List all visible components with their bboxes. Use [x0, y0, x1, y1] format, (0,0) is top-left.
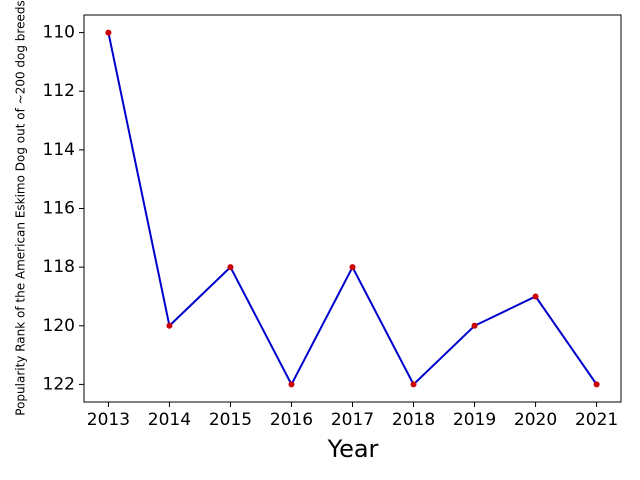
plot-frame — [83, 14, 622, 403]
marker — [471, 322, 478, 329]
marker — [593, 381, 600, 388]
x-tick-label: 2019 — [453, 410, 496, 430]
marker — [349, 264, 356, 271]
x-tick-label: 2016 — [270, 410, 313, 430]
y-tick-label: 120 — [43, 316, 75, 336]
y-tick-label: 118 — [43, 257, 75, 277]
x-tick-label: 2021 — [575, 410, 618, 430]
x-axis-label: Year — [327, 435, 379, 463]
marker — [410, 381, 417, 388]
x-tick-label: 2020 — [514, 410, 557, 430]
marker — [288, 381, 295, 388]
x-tick-label: 2014 — [148, 410, 191, 430]
marker — [166, 322, 173, 329]
x-tick-label: 2015 — [209, 410, 252, 430]
marker — [532, 293, 539, 300]
x-tick-label: 2017 — [331, 410, 374, 430]
y-tick-label: 116 — [43, 199, 75, 219]
y-tick-label: 114 — [43, 140, 75, 160]
y-axis-label: Popularity Rank of the American Eskimo D… — [14, 0, 28, 415]
y-tick-label: 110 — [43, 23, 75, 43]
x-tick-label: 2018 — [392, 410, 435, 430]
y-tick-label: 112 — [43, 81, 75, 101]
marker — [105, 29, 112, 36]
y-tick-label: 122 — [43, 374, 75, 394]
marker — [227, 264, 234, 271]
x-tick-label: 2013 — [87, 410, 130, 430]
